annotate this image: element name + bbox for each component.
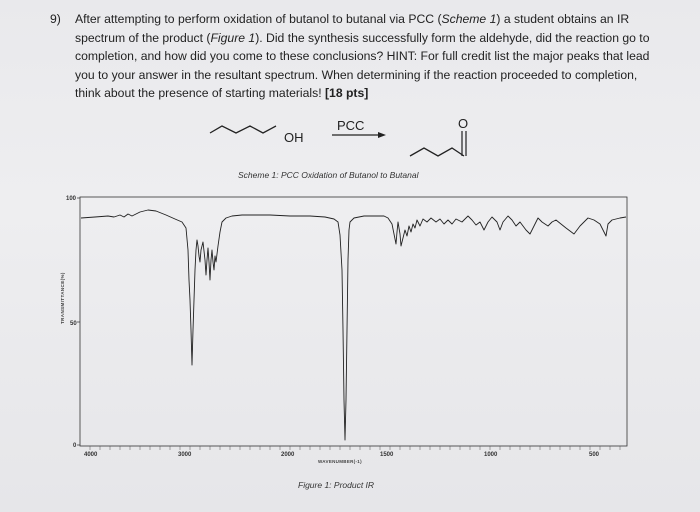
y-axis-label: TRANSMITTANCE(%) [60, 272, 65, 324]
reagent-label: PCC [337, 118, 364, 133]
y-tick-label: 50 [70, 321, 77, 327]
x-tick-label: 500 [589, 452, 600, 458]
x-tick-label: 4000 [84, 452, 98, 458]
hydroxyl-label: OH [284, 130, 304, 145]
question-text-part-1: After attempting to perform oxidation of… [75, 12, 442, 26]
y-tick-label: 0 [73, 443, 77, 449]
figure-caption: Figure 1: Product IR [298, 480, 375, 490]
butanol-structure [209, 125, 277, 134]
plot-frame [79, 196, 628, 447]
x-tick-label: 3000 [178, 452, 192, 458]
scheme-reference: Scheme 1 [441, 12, 497, 26]
x-tick-label: 1500 [380, 452, 394, 458]
question-text-part-3: ). Did the synthesis successfully form t… [75, 30, 650, 101]
carbonyl-oxygen-label: O [458, 116, 468, 131]
ir-spectrum-trace [80, 209, 627, 441]
question-number: 9) [50, 12, 61, 26]
question-text: After attempting to perform oxidation of… [75, 10, 650, 103]
figure-reference: Figure 1 [210, 30, 256, 45]
reaction-scheme: OH PCC O [209, 116, 468, 157]
y-tick-label: 100 [66, 196, 77, 202]
butanal-structure [409, 147, 465, 157]
points-label: [18 pts] [324, 86, 369, 100]
scheme-caption: Scheme 1: PCC Oxidation of Butanol to Bu… [238, 170, 419, 180]
question-block: 9) After attempting to perform oxidation… [50, 10, 650, 103]
x-axis-label: WAVENUMBER(-1) [318, 459, 362, 464]
x-tick-label: 1000 [484, 452, 498, 458]
question-text-part-2: ) a student obtains an IR spectrum of th… [75, 12, 630, 45]
x-minor-ticks [89, 446, 621, 450]
x-tick-label: 2000 [281, 452, 295, 458]
arrow-head [378, 132, 386, 138]
